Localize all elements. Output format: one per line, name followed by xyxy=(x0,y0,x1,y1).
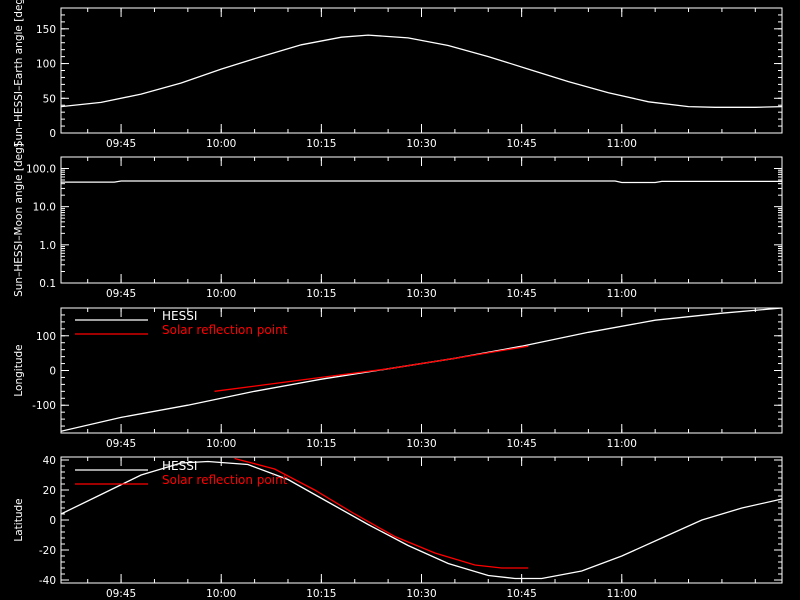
x-tick-label: 10:00 xyxy=(206,588,236,600)
y-tick-label: 0 xyxy=(49,366,56,378)
plot-frame xyxy=(60,156,783,284)
y-axis-label: Latitude xyxy=(13,498,25,541)
y-tick-label: 0.1 xyxy=(39,278,56,290)
series-line-hessi xyxy=(61,460,782,580)
y-tick-label: 1.0 xyxy=(39,240,56,252)
x-tick-label: 09:45 xyxy=(106,288,136,300)
x-tick-label: 11:00 xyxy=(607,288,637,300)
y-tick-label: 0 xyxy=(49,128,56,140)
x-tick-label: 10:30 xyxy=(406,288,436,300)
panel-3: -100 0 100 09:45 10:00 10:15 10:30 10:45 11:00 Lo… xyxy=(13,307,783,450)
x-tick-label: 11:00 xyxy=(607,588,637,600)
y-tick-label: 50 xyxy=(43,93,56,105)
series-line-series-1 xyxy=(61,180,782,184)
y-tick-label: -40 xyxy=(39,575,56,587)
series-line-series-1 xyxy=(61,34,782,108)
x-tick-label: 10:45 xyxy=(507,288,537,300)
x-tick-label: 10:30 xyxy=(406,438,436,450)
y-tick-label: -20 xyxy=(39,545,56,557)
plot-frame xyxy=(60,7,783,134)
panel-4: -40 -20 0 20 40 09:45 10:00 10:15 10:30 10:45 11:0… xyxy=(13,455,783,600)
x-tick-label: 10:15 xyxy=(306,288,336,300)
x-tick-label: 10:45 xyxy=(507,138,537,150)
x-tick-label: 10:30 xyxy=(406,588,436,600)
panel-1: 0 50 100 150 09:45 10:00 10:15 10:30 10:45 11:00 S… xyxy=(13,0,783,150)
x-tick-label: 09:45 xyxy=(106,588,136,600)
y-tick-label: 150 xyxy=(36,24,56,36)
series-line-solar-reflection-point xyxy=(214,345,529,392)
x-tick-label: 10:15 xyxy=(306,438,336,450)
x-tick-label: 10:00 xyxy=(206,138,236,150)
y-axis-label: Sun–HESSI–Moon angle [deg] xyxy=(13,143,25,297)
x-tick-label: 10:00 xyxy=(206,438,236,450)
x-tick-label: 10:30 xyxy=(406,138,436,150)
x-tick-label: 10:15 xyxy=(306,138,336,150)
x-tick-label: 10:45 xyxy=(507,588,537,600)
y-tick-label: 100 xyxy=(36,59,56,71)
x-tick-label: 11:00 xyxy=(607,438,637,450)
y-tick-label: 10.0 xyxy=(33,202,56,214)
x-tick-label: 10:00 xyxy=(206,288,236,300)
y-tick-label: 100 xyxy=(36,331,56,343)
y-tick-label: 20 xyxy=(43,485,56,497)
y-tick-label: 0 xyxy=(49,515,56,527)
y-axis-label: Sun–HESSI–Earth angle [deg] xyxy=(13,0,25,147)
y-tick-label: 40 xyxy=(43,455,56,467)
legend-label: HESSI xyxy=(162,309,197,323)
x-tick-label: 10:45 xyxy=(507,438,537,450)
legend-label: Solar reflection point xyxy=(162,473,288,487)
series-line-solar-reflection-point xyxy=(234,457,529,569)
x-tick-label: 11:00 xyxy=(607,138,637,150)
x-tick-label: 09:45 xyxy=(106,138,136,150)
legend-label: HESSI xyxy=(162,459,197,473)
y-tick-label: -100 xyxy=(32,400,56,412)
x-tick-label: 10:15 xyxy=(306,588,336,600)
y-axis-label: Longitude xyxy=(13,344,25,396)
x-tick-label: 09:45 xyxy=(106,438,136,450)
panel-2: 0.1 1.0 10.0 100.0 09:45 10:00 10:15 10:30 10:45… xyxy=(13,143,783,300)
y-tick-label: 100.0 xyxy=(26,163,56,175)
legend-label: Solar reflection point xyxy=(162,323,288,337)
